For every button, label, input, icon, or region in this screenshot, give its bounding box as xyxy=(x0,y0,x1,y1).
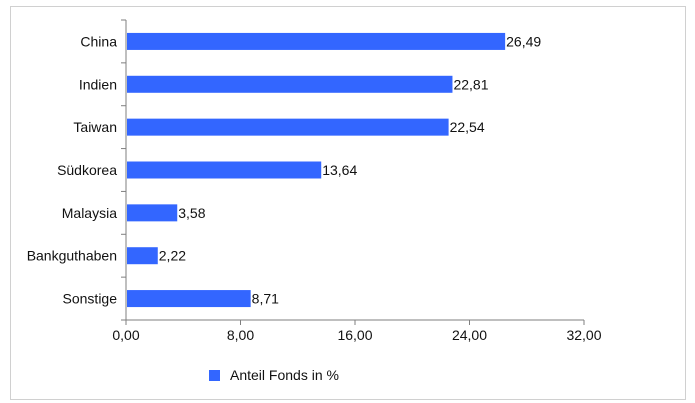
bar xyxy=(127,161,322,179)
x-tick-label: 32,00 xyxy=(566,327,601,343)
data-label: 2,22 xyxy=(159,248,186,264)
data-label: 26,49 xyxy=(506,33,541,49)
category-label: Malaysia xyxy=(62,205,117,221)
data-label: 22,81 xyxy=(453,76,488,92)
category-label: Sonstige xyxy=(63,291,118,307)
category-label: China xyxy=(80,33,117,49)
bar xyxy=(127,204,178,222)
legend: Anteil Fonds in % xyxy=(209,367,339,383)
bar xyxy=(127,290,251,308)
x-tick-label: 0,00 xyxy=(112,327,139,343)
chart-frame xyxy=(10,6,686,400)
category-label: Taiwan xyxy=(73,119,117,135)
data-label: 3,58 xyxy=(178,205,205,221)
category-label: Indien xyxy=(79,76,117,92)
category-label: Südkorea xyxy=(57,162,117,178)
data-label: 8,71 xyxy=(252,291,279,307)
bar xyxy=(127,75,453,93)
legend-label: Anteil Fonds in % xyxy=(230,367,339,383)
legend-swatch xyxy=(209,369,220,381)
bar xyxy=(127,118,449,136)
x-tick-label: 16,00 xyxy=(337,327,372,343)
data-label: 13,64 xyxy=(322,162,357,178)
x-tick-label: 24,00 xyxy=(452,327,487,343)
bar xyxy=(127,247,158,265)
data-label: 22,54 xyxy=(450,119,485,135)
bar xyxy=(127,32,506,50)
x-tick-label: 8,00 xyxy=(227,327,254,343)
category-label: Bankguthaben xyxy=(27,248,117,264)
